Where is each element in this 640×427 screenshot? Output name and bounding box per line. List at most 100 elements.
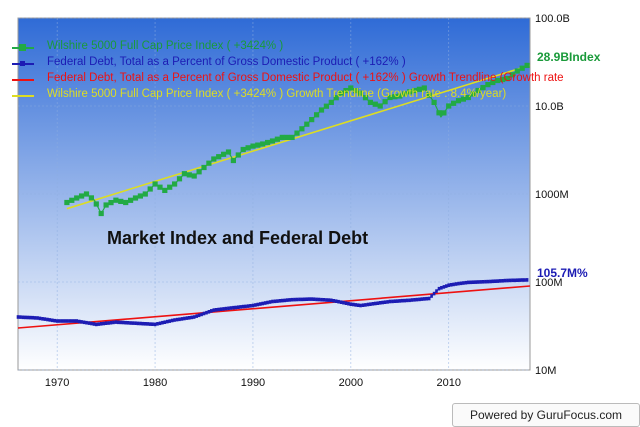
series-marker-debt — [90, 321, 93, 326]
series-marker-debt — [347, 301, 350, 306]
series-marker-debt — [222, 307, 225, 311]
y-tick-label: 10.0B — [535, 101, 564, 113]
series-marker-debt — [342, 300, 345, 305]
chart-title: Market Index and Federal Debt — [107, 228, 369, 248]
series-marker-debt — [217, 307, 220, 312]
legend-swatch-wilshire-trend — [12, 95, 34, 97]
series-marker-debt — [452, 282, 455, 287]
series-marker-wilshire — [284, 134, 290, 140]
series-marker-debt — [516, 278, 519, 282]
series-marker-debt — [85, 320, 88, 325]
series-marker-debt — [266, 300, 269, 305]
series-marker-debt — [305, 297, 309, 301]
series-marker-debt — [381, 300, 384, 305]
series-marker-debt — [55, 319, 59, 323]
series-marker-debt — [197, 313, 201, 318]
series-marker-debt — [288, 298, 291, 302]
series-marker-wilshire — [348, 85, 354, 91]
series-marker-wilshire — [446, 103, 452, 109]
series-marker-debt — [361, 303, 365, 307]
series-marker-wilshire — [176, 176, 183, 182]
series-marker-debt — [224, 306, 228, 311]
series-marker-wilshire — [294, 130, 300, 136]
series-marker-wilshire — [221, 151, 227, 157]
series-marker-debt — [398, 299, 402, 303]
series-marker-debt — [489, 279, 492, 284]
series-marker-wilshire — [162, 187, 168, 193]
series-marker-debt — [124, 320, 127, 325]
series-marker-debt — [481, 280, 485, 284]
series-marker-wilshire — [426, 92, 432, 98]
series-marker-debt — [234, 305, 238, 310]
series-marker-debt — [141, 321, 145, 326]
series-marker-debt — [325, 298, 328, 302]
series-marker-debt — [418, 297, 421, 302]
series-marker-debt — [437, 286, 441, 291]
series-marker-wilshire — [460, 96, 466, 102]
axis-ticks: 100.0B 10.0B 1000M 100M 10M 1970 1980 1990 2000 2… — [45, 13, 570, 389]
series-marker-debt — [99, 322, 103, 326]
series-marker-debt — [520, 278, 524, 282]
series-marker-debt — [185, 316, 189, 320]
series-marker-debt — [244, 304, 247, 309]
series-marker-debt — [139, 321, 142, 326]
series-marker-debt — [322, 298, 326, 302]
series-marker-debt — [310, 297, 313, 301]
series-marker-wilshire — [211, 156, 217, 162]
series-marker-wilshire — [333, 95, 339, 101]
series-marker-debt — [87, 321, 91, 325]
series-marker-debt — [232, 305, 235, 310]
series-marker-debt — [102, 321, 105, 326]
series-marker-debt — [151, 322, 154, 326]
series-marker-wilshire — [455, 98, 462, 104]
series-marker-wilshire — [235, 152, 241, 158]
series-marker-debt — [188, 316, 191, 320]
series-marker-debt — [303, 297, 306, 302]
series-marker-debt — [435, 289, 438, 293]
legend-swatch-debt-trend — [12, 79, 34, 81]
trendline-debt — [17, 285, 531, 329]
series-marker-wilshire — [79, 193, 85, 199]
series-marker-debt — [320, 297, 323, 302]
series-marker-wilshire — [167, 184, 173, 190]
series-marker-debt — [447, 283, 450, 287]
series-marker-wilshire — [88, 195, 94, 201]
series-marker-wilshire — [411, 87, 418, 94]
series-marker-debt — [136, 321, 140, 326]
series-marker-debt — [400, 298, 404, 303]
series-marker-debt — [246, 304, 250, 308]
series-marker-wilshire — [397, 93, 403, 99]
series-marker-debt — [241, 304, 245, 309]
series-marker-wilshire — [201, 164, 207, 171]
series-marker-debt — [95, 322, 98, 327]
series-marker-debt — [183, 316, 186, 321]
series-marker-debt — [405, 298, 409, 303]
series-marker-wilshire — [416, 86, 422, 92]
series-marker-debt — [82, 320, 86, 325]
series-marker-debt — [371, 302, 375, 306]
series-marker-debt — [307, 297, 311, 301]
series-marker-debt — [24, 315, 27, 320]
series-marker-debt — [134, 321, 137, 325]
series-marker-debt — [237, 305, 240, 309]
series-marker-wilshire — [157, 184, 163, 190]
series-marker-debt — [454, 282, 458, 286]
series-marker-debt — [109, 320, 113, 325]
series-marker-debt — [158, 321, 162, 326]
series-marker-debt — [119, 320, 123, 325]
series-marker-wilshire — [470, 91, 476, 97]
series-marker-debt — [144, 322, 147, 326]
series-marker-debt — [290, 297, 294, 302]
series-marker-debt — [146, 322, 149, 326]
series-marker-debt — [369, 302, 372, 306]
series-marker-debt — [501, 279, 504, 283]
series-marker-debt — [53, 318, 56, 323]
series-marker-wilshire — [250, 143, 256, 149]
series-marker-debt — [28, 315, 32, 320]
series-marker-wilshire — [147, 186, 153, 192]
series-marker-debt — [51, 318, 54, 323]
series-marker-debt — [339, 300, 343, 304]
y-tick-label: 100.0B — [535, 13, 570, 25]
series-marker-debt — [156, 322, 159, 326]
powered-by-footer[interactable]: Powered by GuruFocus.com — [452, 403, 640, 427]
